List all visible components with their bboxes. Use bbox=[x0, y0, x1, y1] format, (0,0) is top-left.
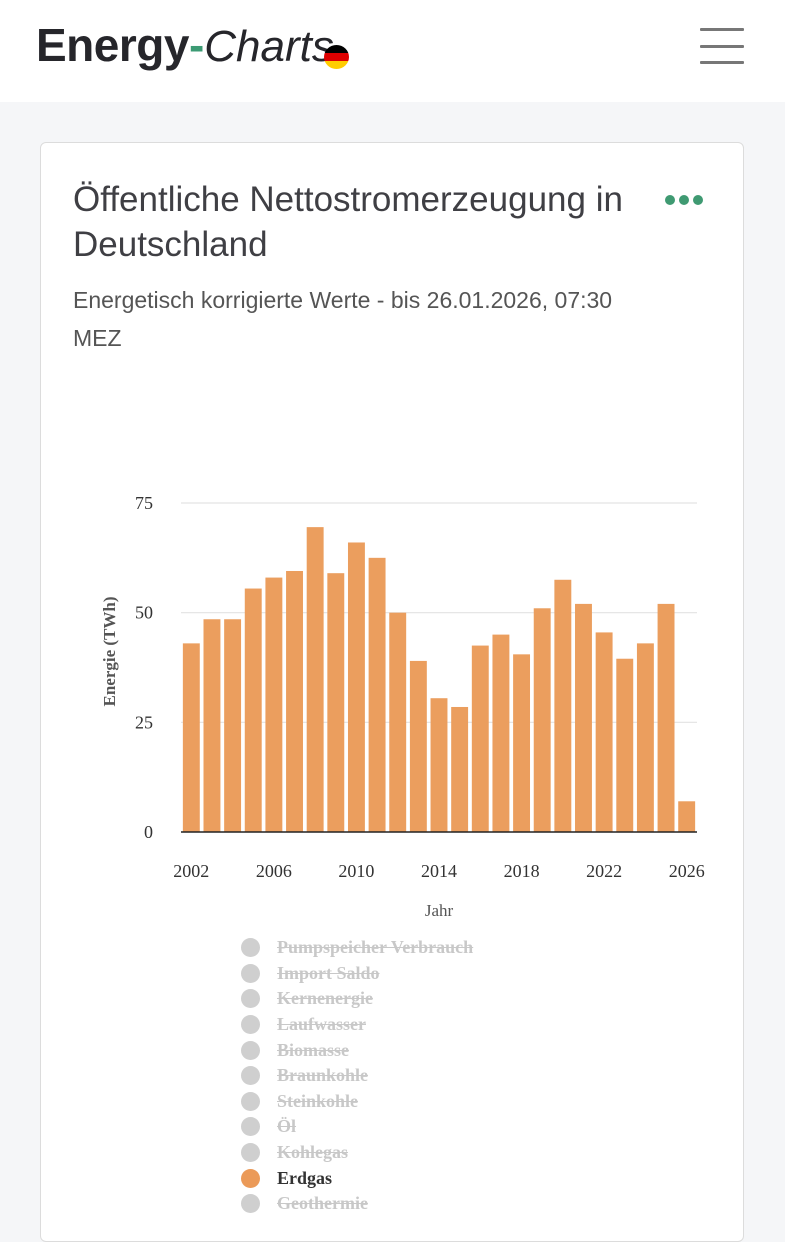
x-tick-labels: 2002 2006 2010 2014 2018 2022 2026 bbox=[173, 861, 704, 881]
legend-label: Öl bbox=[277, 1116, 297, 1137]
bar-2022[interactable] bbox=[595, 632, 613, 832]
legend-dot-icon bbox=[241, 1091, 260, 1111]
legend-item[interactable]: Kohlegas bbox=[241, 1140, 473, 1166]
bar-2004[interactable] bbox=[224, 619, 242, 832]
legend-dot-icon bbox=[241, 1143, 260, 1163]
bar-2014[interactable] bbox=[430, 698, 448, 832]
bar-2008[interactable] bbox=[306, 527, 324, 832]
legend-item[interactable]: Braunkohle bbox=[241, 1063, 473, 1089]
bar-2017[interactable] bbox=[492, 634, 510, 832]
chart-title: Öffentliche Nettostromerzeugung in Deuts… bbox=[73, 180, 623, 264]
bar-2023[interactable] bbox=[616, 658, 634, 832]
germany-flag-icon[interactable] bbox=[324, 45, 349, 69]
hamburger-line bbox=[700, 28, 744, 31]
legend-label: Braunkohle bbox=[277, 1065, 369, 1086]
legend-item[interactable]: Biomasse bbox=[241, 1037, 473, 1063]
legend-dot-icon bbox=[241, 938, 260, 958]
legend-dot-icon bbox=[241, 1194, 260, 1214]
logo-charts-text: Charts bbox=[204, 22, 334, 71]
legend-label: Kernenergie bbox=[277, 988, 373, 1009]
bar-2005[interactable] bbox=[244, 588, 262, 832]
logo-energy-text: Energy bbox=[36, 19, 189, 71]
chart-subtitle: Energetisch korrigierte Werte - bis 26.0… bbox=[73, 287, 613, 351]
bar-2013[interactable] bbox=[409, 660, 427, 832]
legend-dot-icon bbox=[241, 1117, 260, 1137]
legend-item[interactable]: Öl bbox=[241, 1114, 473, 1140]
x-axis-label: Jahr bbox=[425, 901, 454, 920]
legend-item[interactable]: Erdgas bbox=[241, 1165, 473, 1191]
y-tick-label: 25 bbox=[135, 712, 153, 732]
energy-charts-logo[interactable]: Energy - Charts bbox=[36, 18, 334, 78]
bar-2021[interactable] bbox=[575, 603, 592, 832]
bar-2009[interactable] bbox=[327, 573, 345, 832]
more-dot bbox=[665, 195, 675, 205]
legend-label: Laufwasser bbox=[277, 1014, 366, 1035]
legend-item[interactable]: Steinkohle bbox=[241, 1089, 473, 1115]
legend-item[interactable]: Geothermie bbox=[241, 1191, 473, 1217]
more-dots-icon[interactable] bbox=[665, 195, 703, 205]
legend-label: Steinkohle bbox=[277, 1090, 359, 1111]
flag-stripe-black bbox=[324, 45, 349, 53]
x-tick-label: 2002 bbox=[173, 861, 209, 881]
legend-dot-icon bbox=[241, 989, 260, 1009]
y-tick-label: 50 bbox=[135, 603, 153, 623]
legend-item[interactable]: Import Saldo bbox=[241, 961, 473, 987]
bar-2024[interactable] bbox=[636, 643, 654, 832]
chart-legend: Pumpspeicher Verbrauch Import Saldo Kernen… bbox=[241, 935, 473, 1217]
bar-2018[interactable] bbox=[513, 654, 531, 832]
bar-chart: 0 25 50 75 2002 2006 2010 2014 2018 2022 2026 Ene… bbox=[100, 493, 705, 920]
x-tick-label: 2006 bbox=[256, 861, 292, 881]
bar-2002[interactable] bbox=[182, 643, 200, 832]
x-tick-label: 2010 bbox=[338, 861, 374, 881]
flag-stripe-gold bbox=[324, 61, 349, 69]
bar-2016[interactable] bbox=[471, 645, 489, 832]
bar-2025[interactable] bbox=[657, 603, 675, 832]
top-navigation-bar: Energy - Charts bbox=[0, 0, 785, 102]
legend-dot-icon bbox=[241, 1015, 260, 1035]
legend-label: Import Saldo bbox=[277, 962, 380, 983]
legend-item[interactable]: Kernenergie bbox=[241, 986, 473, 1012]
bar-2006[interactable] bbox=[265, 577, 283, 832]
x-tick-label: 2018 bbox=[504, 861, 540, 881]
x-tick-label: 2022 bbox=[586, 861, 622, 881]
hamburger-menu-icon[interactable] bbox=[700, 28, 744, 64]
chart-card: Öffentliche Nettostromerzeugung in Deuts… bbox=[40, 142, 744, 1242]
legend-label: Kohlegas bbox=[277, 1142, 349, 1163]
bar-2015[interactable] bbox=[451, 706, 469, 832]
hamburger-line bbox=[700, 44, 744, 48]
legend-label: Erdgas bbox=[277, 1167, 333, 1188]
y-tick-labels: 0 25 50 75 bbox=[135, 493, 153, 842]
flag-stripe-red bbox=[324, 53, 349, 61]
legend-label: Pumpspeicher Verbrauch bbox=[277, 937, 474, 958]
more-dot bbox=[679, 195, 689, 205]
legend-label: Geothermie bbox=[277, 1193, 368, 1214]
y-tick-label: 75 bbox=[135, 493, 153, 513]
bar-2003[interactable] bbox=[203, 619, 221, 832]
bar-2007[interactable] bbox=[286, 570, 303, 832]
bar-2019[interactable] bbox=[533, 608, 551, 832]
legend-dot-icon bbox=[241, 1168, 260, 1188]
legend-dot-icon bbox=[241, 963, 260, 983]
legend-dot-icon bbox=[241, 1066, 260, 1086]
x-tick-label: 2026 bbox=[669, 861, 705, 881]
x-tick-label: 2014 bbox=[421, 861, 457, 881]
y-tick-label: 0 bbox=[144, 822, 153, 842]
bar-2010[interactable] bbox=[347, 542, 365, 832]
more-dot bbox=[693, 195, 703, 205]
bars bbox=[182, 527, 696, 832]
bar-2026[interactable] bbox=[678, 801, 696, 832]
legend-item[interactable]: Laufwasser bbox=[241, 1012, 473, 1038]
logo-dash-text: - bbox=[188, 19, 205, 71]
bar-2020[interactable] bbox=[554, 579, 572, 832]
hamburger-line bbox=[700, 61, 744, 64]
y-axis-label: Energie (TWh) bbox=[100, 596, 119, 706]
legend-dot-icon bbox=[241, 1040, 260, 1060]
legend-label: Biomasse bbox=[277, 1039, 349, 1060]
bar-2012[interactable] bbox=[389, 612, 407, 832]
bar-2011[interactable] bbox=[368, 557, 386, 832]
legend-item[interactable]: Pumpspeicher Verbrauch bbox=[241, 935, 473, 961]
